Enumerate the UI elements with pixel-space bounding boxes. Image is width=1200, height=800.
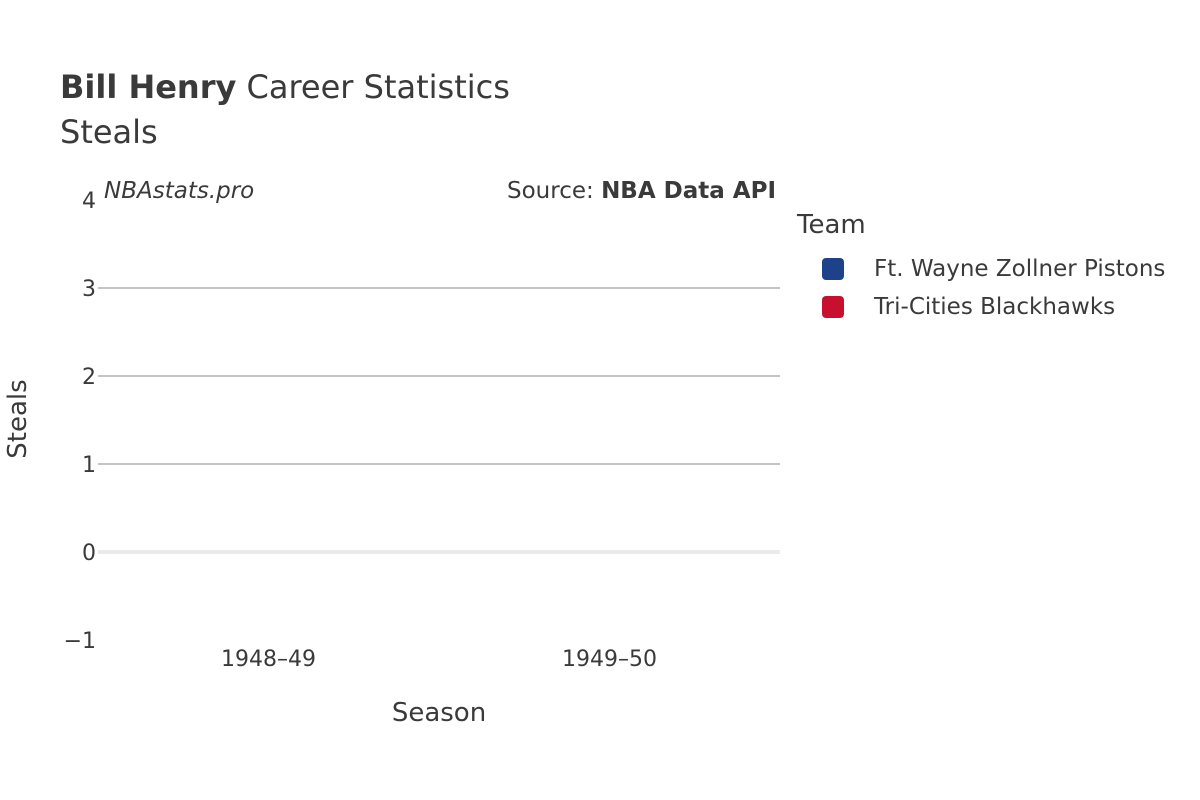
source-credit: Source: NBA Data API xyxy=(507,178,776,204)
source-prefix: Source: xyxy=(507,178,602,204)
y-tick-label: 3 xyxy=(82,277,96,302)
legend-label: Ft. Wayne Zollner Pistons xyxy=(874,256,1166,282)
legend-swatch xyxy=(822,296,844,318)
legend: Team Ft. Wayne Zollner Pistons Tri-Citie… xyxy=(797,210,1165,326)
y-tick-label: 1 xyxy=(82,453,96,478)
source-name: NBA Data API xyxy=(601,178,776,204)
legend-label: Tri-Cities Blackhawks xyxy=(874,294,1116,320)
x-tick-label: 1949–50 xyxy=(562,647,657,672)
y-axis-ticks: −1 0 1 2 3 4 xyxy=(64,189,96,654)
legend-swatch xyxy=(822,258,844,280)
legend-title: Team xyxy=(797,210,866,240)
y-tick-label: 0 xyxy=(82,541,96,566)
y-tick-label: 2 xyxy=(82,365,96,390)
y-tick-label: −1 xyxy=(64,629,96,654)
y-tick-label: 4 xyxy=(82,189,96,214)
chart-subtitle: Steals xyxy=(60,113,158,151)
legend-item-blackhawks[interactable]: Tri-Cities Blackhawks xyxy=(822,288,1165,326)
chart-title: Bill Henry Career Statistics xyxy=(60,68,510,106)
y-axis-title: Steals xyxy=(3,379,33,458)
title-suffix: Career Statistics xyxy=(236,68,510,106)
x-axis-ticks: 1948–49 1949–50 xyxy=(221,647,657,672)
grid-lines xyxy=(98,287,780,554)
player-name: Bill Henry xyxy=(60,68,237,106)
x-axis-title: Season xyxy=(392,698,486,728)
x-tick-label: 1948–49 xyxy=(221,647,316,672)
watermark: NBAstats.pro xyxy=(104,178,255,204)
legend-item-pistons[interactable]: Ft. Wayne Zollner Pistons xyxy=(822,250,1165,288)
